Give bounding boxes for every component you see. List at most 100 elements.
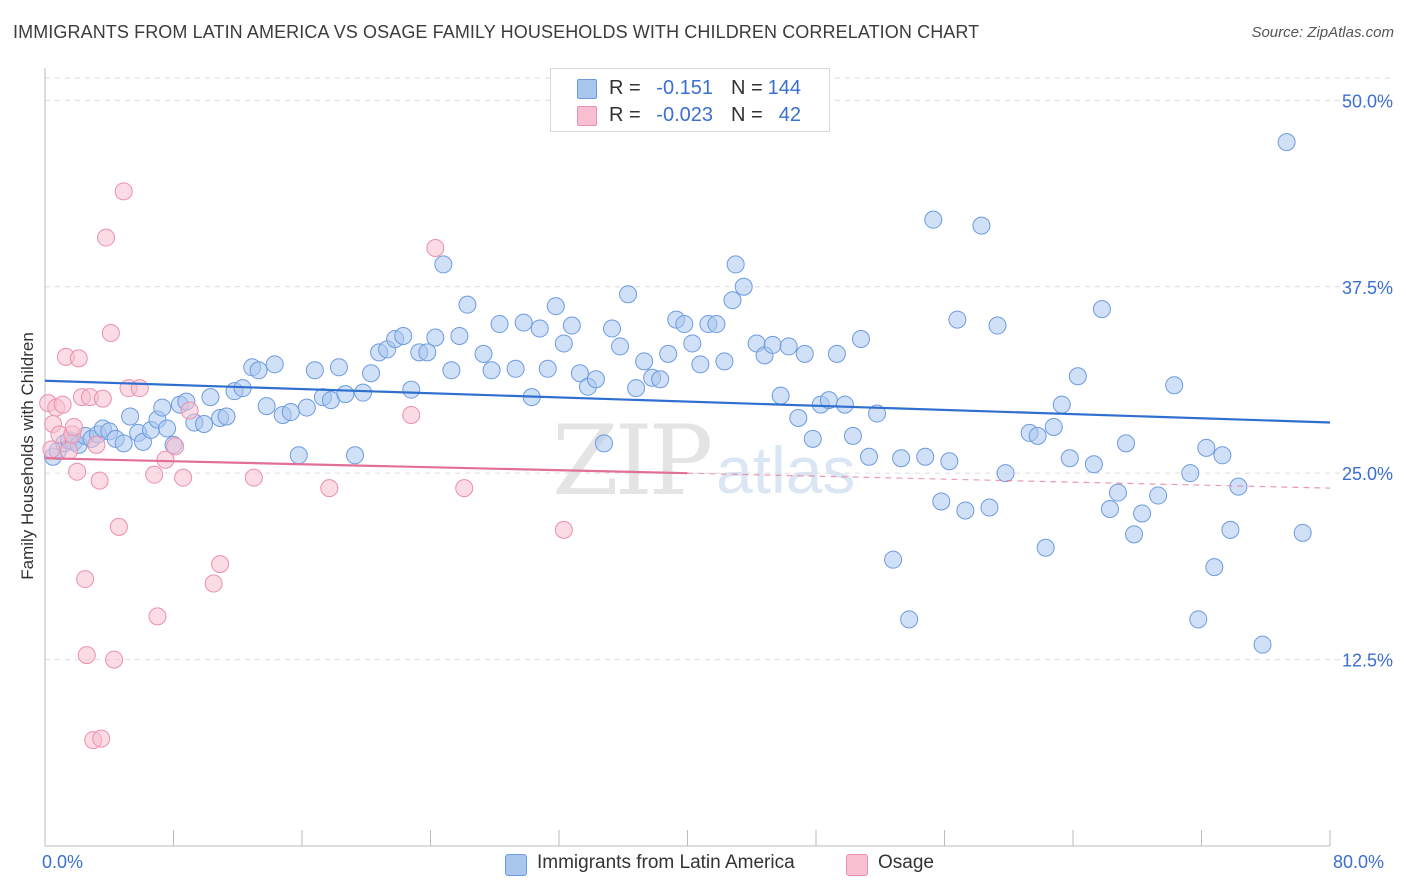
- data-point-latin-america: [434, 255, 453, 274]
- data-point-latin-america: [803, 429, 822, 448]
- data-point-latin-america: [795, 344, 814, 363]
- data-point-osage: [166, 437, 185, 456]
- data-point-latin-america: [490, 315, 509, 334]
- data-point-osage: [204, 574, 223, 593]
- data-point-latin-america: [835, 395, 854, 414]
- data-point-osage: [53, 395, 72, 414]
- data-point-latin-america: [281, 403, 300, 422]
- data-point-latin-america: [114, 434, 133, 453]
- data-point-osage: [101, 324, 120, 343]
- x-tick-label-max: 80.0%: [1333, 852, 1385, 872]
- data-point-latin-america: [948, 310, 967, 329]
- data-point-osage: [69, 349, 88, 368]
- data-point-latin-america: [827, 344, 846, 363]
- data-point-osage: [554, 520, 573, 539]
- data-point-osage: [244, 468, 263, 487]
- data-point-latin-america: [402, 380, 421, 399]
- data-point-latin-america: [1100, 499, 1119, 518]
- data-point-latin-america: [201, 388, 220, 407]
- data-point-latin-america: [851, 329, 870, 348]
- data-point-latin-america: [900, 610, 919, 629]
- data-point-latin-america: [289, 446, 308, 465]
- n-value: 42: [778, 104, 801, 126]
- data-point-osage: [109, 517, 128, 536]
- data-point-latin-america: [884, 550, 903, 569]
- data-point-latin-america: [153, 398, 172, 417]
- trend-line-osage: [44, 457, 688, 475]
- data-point-osage: [93, 389, 112, 408]
- data-point-latin-america: [1052, 395, 1071, 414]
- data-point-latin-america: [158, 419, 177, 438]
- data-point-latin-america: [659, 344, 678, 363]
- data-point-latin-america: [1108, 483, 1127, 502]
- data-point-latin-america: [675, 315, 694, 334]
- data-point-osage: [77, 646, 96, 665]
- data-point-osage: [92, 729, 111, 748]
- r-label: R =: [609, 77, 641, 99]
- data-point-osage: [114, 182, 133, 201]
- data-point-osage: [156, 450, 175, 469]
- data-point-osage: [90, 471, 109, 490]
- chart-title: IMMIGRANTS FROM LATIN AMERICA VS OSAGE F…: [13, 22, 980, 42]
- data-point-latin-america: [734, 277, 753, 296]
- data-point-latin-america: [514, 313, 533, 332]
- data-point-osage: [76, 570, 95, 589]
- data-point-osage: [211, 555, 230, 574]
- data-point-latin-america: [691, 355, 710, 374]
- data-point-latin-america: [195, 414, 214, 433]
- legend-row-osage: R = -0.023 N = 42: [551, 102, 829, 128]
- data-point-latin-america: [329, 358, 348, 377]
- data-point-latin-america: [1092, 300, 1111, 319]
- data-point-latin-america: [336, 385, 355, 404]
- data-point-latin-america: [603, 319, 622, 338]
- data-point-latin-america: [956, 501, 975, 520]
- pink-swatch-icon: [846, 854, 868, 876]
- r-label: R =: [609, 104, 641, 126]
- data-point-latin-america: [1293, 523, 1312, 542]
- r-value: -0.023: [656, 104, 713, 126]
- trend-line-osage-extrapolated: [687, 472, 1331, 489]
- data-point-latin-america: [297, 398, 316, 417]
- data-point-latin-america: [594, 434, 613, 453]
- data-point-latin-america: [715, 352, 734, 371]
- data-point-latin-america: [635, 352, 654, 371]
- data-point-latin-america: [1189, 610, 1208, 629]
- data-point-latin-america: [1221, 520, 1240, 539]
- data-point-latin-america: [860, 447, 879, 466]
- data-point-latin-america: [121, 407, 140, 426]
- data-point-latin-america: [554, 334, 573, 353]
- data-point-osage: [60, 441, 79, 460]
- y-tick-label: 50.0%: [1342, 91, 1393, 111]
- y-tick-label: 37.5%: [1342, 278, 1393, 298]
- data-point-latin-america: [1205, 558, 1224, 577]
- y-tick-label: 25.0%: [1342, 464, 1393, 484]
- data-point-latin-america: [362, 364, 381, 383]
- data-point-latin-america: [450, 326, 469, 345]
- data-point-latin-america: [726, 255, 745, 274]
- data-point-latin-america: [789, 409, 808, 428]
- data-point-latin-america: [924, 210, 943, 229]
- data-point-latin-america: [996, 464, 1015, 483]
- data-point-latin-america: [249, 361, 268, 380]
- x-tick-label-min: 0.0%: [42, 852, 84, 872]
- data-point-osage: [455, 479, 474, 498]
- data-point-osage: [180, 401, 199, 420]
- data-point-latin-america: [1213, 446, 1232, 465]
- data-point-osage: [64, 417, 83, 436]
- blue-swatch-icon: [505, 854, 527, 876]
- data-point-osage: [174, 468, 193, 487]
- data-point-osage: [68, 462, 87, 481]
- legend-row-latin-america: R = -0.151 N = 144: [551, 75, 829, 101]
- data-point-latin-america: [627, 379, 646, 398]
- data-point-osage: [148, 607, 167, 626]
- watermark-zip: ZIP: [552, 405, 713, 517]
- data-point-latin-america: [723, 291, 742, 310]
- data-point-latin-america: [1229, 477, 1248, 496]
- data-point-latin-america: [570, 364, 589, 383]
- data-point-latin-america: [562, 316, 581, 335]
- data-point-latin-america: [611, 337, 630, 356]
- data-point-latin-america: [619, 285, 638, 304]
- data-point-latin-america: [418, 343, 437, 362]
- pink-swatch-icon: [577, 106, 597, 126]
